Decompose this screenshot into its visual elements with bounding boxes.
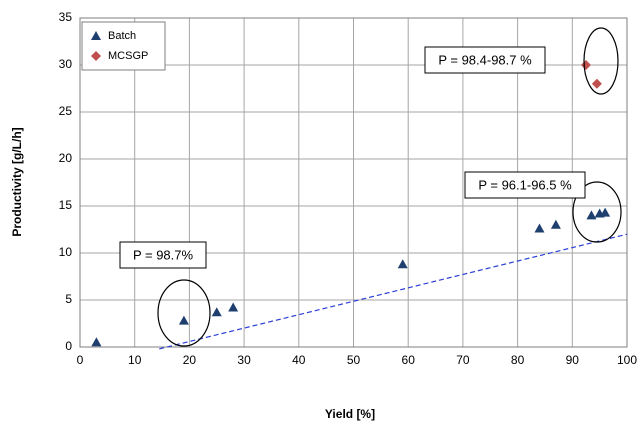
x-tick-label: 70	[456, 353, 470, 367]
data-point	[228, 302, 239, 312]
y-tick-label: 15	[59, 198, 73, 212]
y-tick-label: 10	[59, 245, 73, 259]
annotation: P = 98.7%	[133, 247, 194, 262]
highlight-ellipse	[572, 181, 622, 243]
data-point	[534, 223, 545, 233]
plot-frame	[79, 17, 628, 348]
x-tick-label: 10	[128, 353, 142, 367]
x-tick-label: 50	[347, 353, 361, 367]
x-tick-label: 90	[566, 353, 580, 367]
legend-marker	[91, 51, 101, 61]
x-tick-label: 0	[77, 353, 84, 367]
legend-box	[81, 21, 166, 71]
data-point	[591, 78, 602, 89]
annotation: P = 96.1-96.5 %	[478, 177, 572, 192]
y-tick-label: 25	[59, 104, 73, 118]
x-tick-label: 100	[617, 353, 637, 367]
y-tick-label: 35	[59, 10, 73, 24]
annotation-box	[464, 171, 586, 199]
x-tick-label: 30	[237, 353, 251, 367]
y-tick-label: 5	[65, 292, 72, 306]
y-axis-title: Productivity [g/L/h]	[10, 127, 24, 236]
y-tick-label: 30	[59, 57, 73, 71]
x-tick-label: 80	[511, 353, 525, 367]
highlight-ellipse	[157, 279, 211, 347]
legend-label: MCSGP	[108, 50, 148, 62]
data-point	[580, 60, 591, 70]
data-point	[211, 307, 222, 317]
data-point	[397, 259, 408, 269]
annotation: P = 98.4-98.7 %	[438, 52, 532, 67]
annotation-box	[119, 241, 207, 269]
data-point	[178, 315, 189, 325]
legend-label: Batch	[108, 30, 136, 42]
x-tick-label: 40	[292, 353, 306, 367]
y-tick-label: 20	[59, 151, 73, 165]
annotation-box	[424, 46, 546, 74]
legend-marker	[91, 31, 101, 40]
highlight-ellipse	[583, 27, 619, 95]
x-tick-label: 20	[183, 353, 197, 367]
data-point	[91, 337, 102, 347]
y-tick-label: 0	[65, 339, 72, 353]
data-point	[586, 210, 597, 220]
data-point	[550, 219, 561, 229]
x-tick-label: 60	[402, 353, 416, 367]
x-axis-title: Yield [%]	[325, 407, 375, 421]
trendline	[159, 233, 628, 350]
data-point	[600, 207, 611, 217]
